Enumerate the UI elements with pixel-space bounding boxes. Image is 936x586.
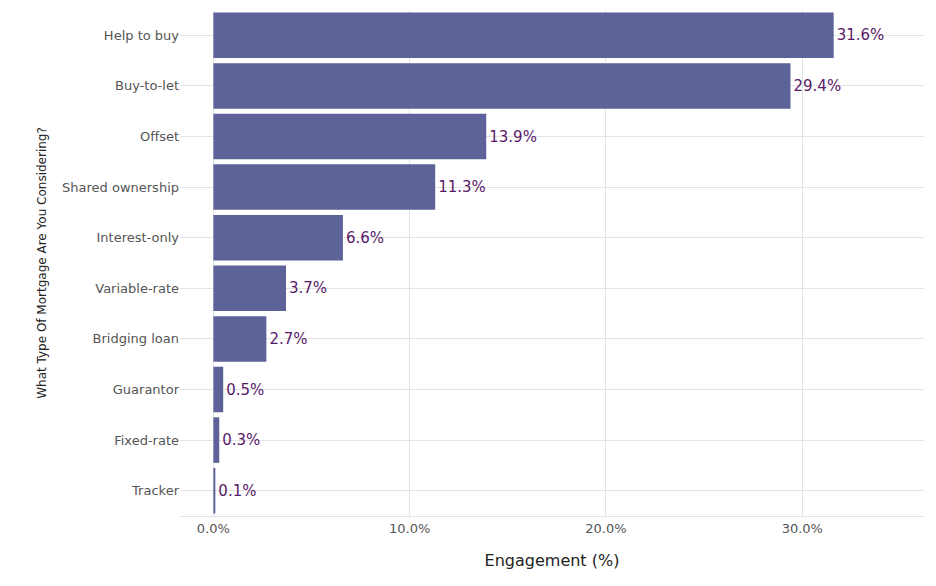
svg-text:3.7%: 3.7% [289, 279, 327, 297]
svg-text:13.9%: 13.9% [489, 128, 537, 146]
svg-text:Help to buy: Help to buy [104, 28, 179, 43]
svg-text:0.1%: 0.1% [218, 482, 256, 500]
svg-text:11.3%: 11.3% [438, 178, 486, 196]
svg-text:Fixed-rate: Fixed-rate [114, 433, 179, 448]
svg-text:0.0%: 0.0% [197, 521, 230, 536]
svg-text:Tracker: Tracker [131, 483, 180, 498]
svg-text:Buy-to-let: Buy-to-let [115, 78, 179, 93]
svg-text:29.4%: 29.4% [794, 77, 842, 95]
svg-text:Engagement (%): Engagement (%) [485, 551, 620, 570]
svg-text:2.7%: 2.7% [269, 330, 307, 348]
svg-text:Shared ownership: Shared ownership [62, 180, 179, 195]
svg-text:Bridging loan: Bridging loan [93, 331, 179, 346]
svg-text:6.6%: 6.6% [346, 229, 384, 247]
svg-text:Offset: Offset [140, 129, 179, 144]
svg-text:Guarantor: Guarantor [113, 382, 180, 397]
svg-text:20.0%: 20.0% [585, 521, 626, 536]
svg-text:0.5%: 0.5% [226, 381, 264, 399]
svg-text:0.3%: 0.3% [222, 431, 260, 449]
svg-text:31.6%: 31.6% [837, 26, 885, 44]
svg-text:10.0%: 10.0% [389, 521, 430, 536]
svg-text:What Type Of Mortgage Are You: What Type Of Mortgage Are You Considerin… [35, 127, 49, 399]
svg-text:Variable-rate: Variable-rate [95, 281, 179, 296]
svg-text:Interest-only: Interest-only [96, 230, 179, 245]
svg-text:30.0%: 30.0% [782, 521, 823, 536]
